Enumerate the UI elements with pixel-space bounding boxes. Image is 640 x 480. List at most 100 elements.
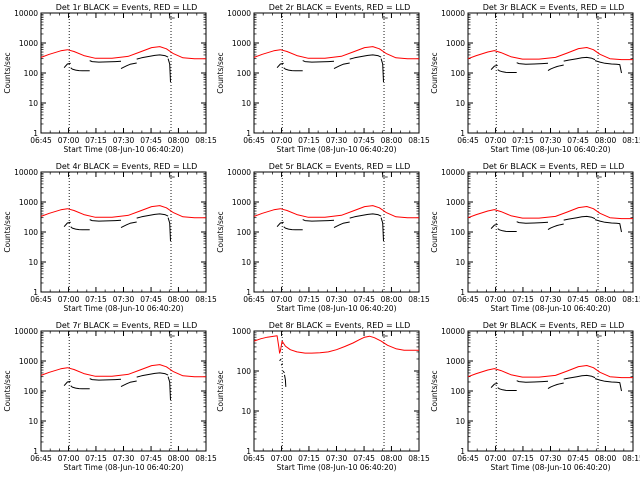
- y-tick-label: 1: [246, 129, 251, 138]
- series-lld-line: [40, 46, 206, 60]
- y-tick-label: 1: [460, 447, 465, 456]
- y-tick-label: 10: [455, 417, 465, 426]
- chart-panel-8: Det 8r BLACK = Events, RED = LLD 1 10 100 10…: [216, 321, 430, 472]
- series-events-line: [276, 62, 284, 69]
- y-tick-label: 1: [460, 129, 465, 138]
- x-tick-label: 07:30: [326, 295, 348, 304]
- x-axis-label: Start Time (08-Jun-10 06:40:20): [491, 145, 611, 154]
- x-axis-label: Start Time (08-Jun-10 06:40:20): [491, 304, 611, 313]
- series-events-line: [349, 54, 382, 60]
- x-tick-label: 07:30: [326, 136, 348, 145]
- x-axis-label: Start Time (08-Jun-10 06:40:20): [491, 463, 611, 472]
- top-marker: [596, 13, 602, 19]
- x-tick-label: 07:45: [353, 295, 375, 304]
- x-tick-label: 07:15: [298, 136, 320, 145]
- y-tick-label: 1: [246, 447, 251, 456]
- chart-panel-6: Det 6r BLACK = Events, RED = LLD 1 10 100 10…: [430, 162, 640, 313]
- x-tick-label: 06:45: [30, 295, 52, 304]
- x-tick-label: 06:45: [243, 136, 265, 145]
- y-tick-label: 100: [24, 69, 39, 78]
- x-tick-label: 07:45: [353, 136, 375, 145]
- y-tick-label: 100: [24, 228, 39, 237]
- x-tick-label: 07:15: [512, 295, 534, 304]
- x-tick-label: 08:15: [195, 136, 217, 145]
- chart-title: Det 1r BLACK = Events, RED = LLD: [56, 3, 198, 12]
- series-events-line: [70, 226, 90, 231]
- top-marker: [382, 331, 388, 337]
- x-tick-label: 07:00: [271, 136, 293, 145]
- x-tick-label: 08:00: [595, 295, 617, 304]
- series-events-line: [516, 221, 549, 224]
- x-tick-label: 07:00: [271, 295, 293, 304]
- x-tick-label: 08:15: [195, 295, 217, 304]
- plot-frame: [40, 12, 207, 134]
- series-lld-line: [467, 47, 633, 61]
- series-events-line: [490, 223, 498, 229]
- chart-title: Det 4r BLACK = Events, RED = LLD: [56, 162, 198, 171]
- series-events-line: [63, 62, 71, 69]
- series-lld-line: [40, 364, 206, 378]
- y-tick-label: 100: [24, 387, 39, 396]
- x-axis-label: Start Time (08-Jun-10 06:40:20): [64, 145, 184, 154]
- top-marker: [596, 331, 602, 337]
- series-events-line: [594, 219, 622, 233]
- series-events-line: [490, 382, 498, 388]
- series-lld-line: [467, 365, 633, 379]
- x-tick-label: 08:15: [195, 454, 217, 463]
- x-tick-label: 06:45: [457, 454, 479, 463]
- series-events-line: [89, 219, 122, 222]
- x-tick-label: 08:00: [381, 136, 403, 145]
- y-tick-label: 10: [28, 417, 38, 426]
- x-tick-label: 08:00: [381, 295, 403, 304]
- x-tick-label: 07:45: [140, 295, 162, 304]
- x-tick-label: 06:45: [243, 295, 265, 304]
- series-events-line: [563, 215, 596, 221]
- series-events-line: [136, 54, 169, 60]
- chart-title: Det 7r BLACK = Events, RED = LLD: [56, 321, 198, 330]
- plot-frame: [467, 12, 634, 134]
- chart-panel-3: Det 3r BLACK = Events, RED = LLD 1 10 100 10…: [430, 3, 640, 154]
- y-axis-label: Counts/sec: [430, 211, 439, 252]
- series-events-line: [167, 58, 171, 83]
- x-tick-label: 07:30: [113, 295, 135, 304]
- series-events-line: [63, 380, 71, 387]
- x-tick-label: 06:45: [457, 295, 479, 304]
- series-events-line: [136, 213, 169, 219]
- y-tick-label: 1000: [19, 198, 38, 207]
- x-tick-label: 07:00: [485, 295, 507, 304]
- y-tick-label: 10: [241, 99, 251, 108]
- series-events-line: [70, 385, 90, 390]
- y-tick-label: 10: [28, 99, 38, 108]
- plot-frame: [40, 171, 207, 293]
- chart-title: Det 6r BLACK = Events, RED = LLD: [483, 162, 625, 171]
- x-tick-label: 07:00: [271, 454, 293, 463]
- x-tick-label: 07:00: [58, 295, 80, 304]
- y-tick-label: 1000: [232, 39, 251, 48]
- y-tick-label: 10000: [14, 9, 38, 18]
- x-tick-label: 07:45: [567, 295, 589, 304]
- series-events-line: [63, 221, 71, 228]
- x-tick-label: 07:15: [512, 136, 534, 145]
- series-events-line: [120, 380, 137, 388]
- x-tick-label: 07:00: [485, 454, 507, 463]
- x-tick-label: 07:30: [540, 295, 562, 304]
- chart-panel-4: Det 4r BLACK = Events, RED = LLD 1 10 100 10…: [3, 162, 217, 313]
- x-axis-label: Start Time (08-Jun-10 06:40:20): [64, 463, 184, 472]
- x-tick-label: 07:30: [540, 454, 562, 463]
- top-marker: [169, 331, 175, 337]
- series-lld-line: [253, 335, 419, 354]
- x-tick-label: 07:30: [326, 454, 348, 463]
- y-tick-label: 10000: [227, 168, 251, 177]
- x-tick-label: 08:00: [595, 136, 617, 145]
- x-tick-label: 08:15: [408, 295, 430, 304]
- x-tick-label: 07:30: [540, 136, 562, 145]
- y-tick-label: 10: [241, 407, 251, 416]
- y-axis-label: Counts/sec: [216, 52, 225, 93]
- series-lld-line: [467, 206, 633, 220]
- series-events-line: [333, 62, 350, 70]
- series-events-line: [594, 60, 622, 74]
- y-tick-label: 10: [455, 99, 465, 108]
- series-events-line: [547, 223, 564, 231]
- x-tick-label: 08:15: [622, 136, 640, 145]
- plot-frame: [467, 171, 634, 293]
